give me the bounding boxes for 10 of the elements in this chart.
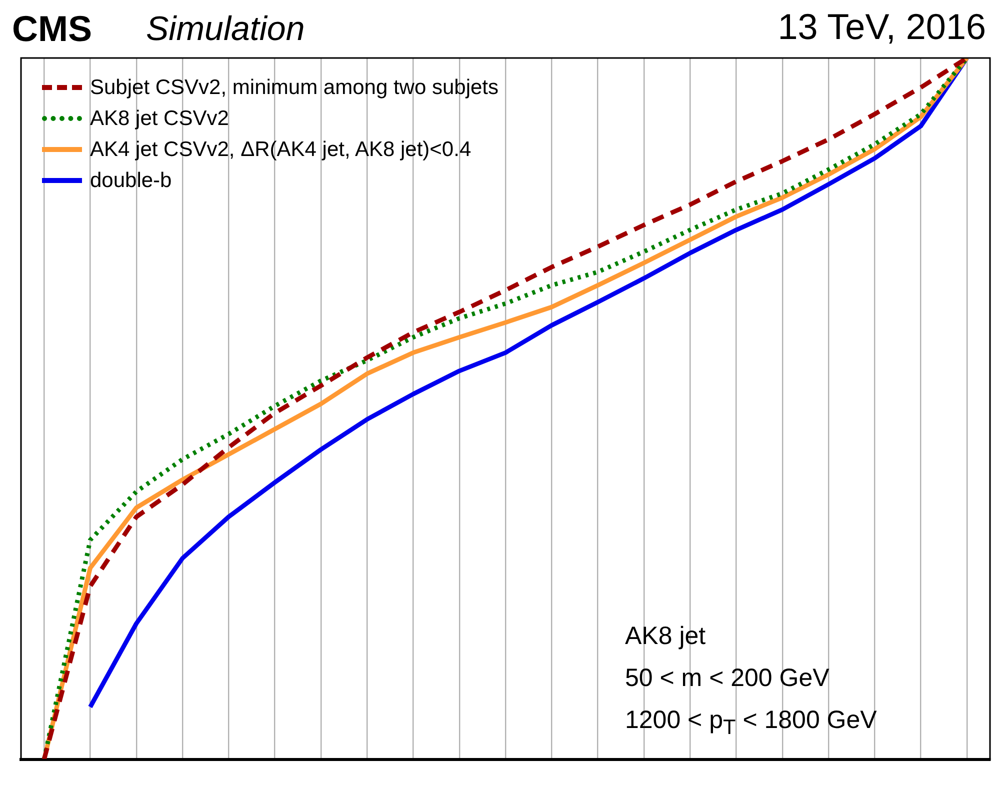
annotation: AK8 jet	[625, 622, 706, 651]
annotation: 1200 < p$_{T}$ < 1800 GeV	[625, 706, 877, 740]
legend-label: double-b	[90, 168, 172, 192]
text: 13 TeV, 2016	[778, 6, 986, 48]
chart-subtitle: Simulation	[146, 10, 305, 49]
legend-label: AK4 jet CSVv2, ΔR(AK4 jet, AK8 jet)<0.4	[90, 138, 472, 162]
legend-label: AK8 jet CSVv2	[90, 106, 229, 130]
chart-title: CMS	[12, 8, 92, 50]
annotation: 50 < m < 200 GeV	[625, 664, 830, 693]
legend-label: Subjet CSVv2, minimum among two subjets	[90, 76, 499, 100]
